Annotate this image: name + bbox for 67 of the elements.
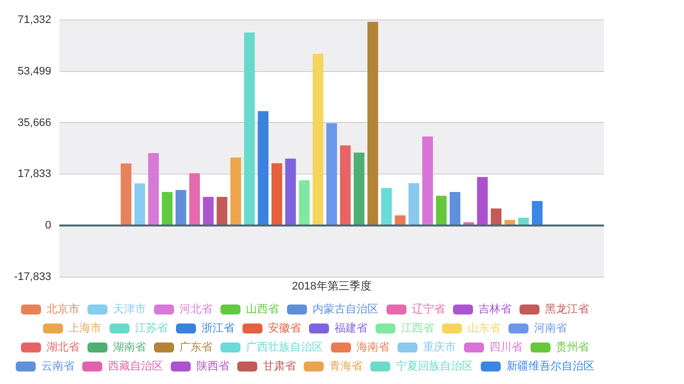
legend-label: 上海市	[68, 321, 102, 334]
bar	[202, 196, 214, 225]
bar	[381, 188, 392, 225]
legend-label: 河南省	[534, 321, 567, 334]
legend-label: 重庆市	[423, 340, 456, 354]
bar	[408, 183, 420, 225]
bar	[490, 208, 502, 225]
legend-label: 河北省	[180, 302, 212, 316]
legend-label: 北京市	[46, 302, 80, 316]
legend-label: 吉林省	[478, 302, 512, 316]
bar	[244, 32, 255, 225]
legend-label: 四川省	[490, 340, 522, 354]
legend-label: 江苏省	[135, 321, 168, 334]
legend-label: 天津市	[113, 302, 146, 316]
legend-label: 甘肃省	[262, 359, 296, 372]
bar	[120, 164, 132, 225]
y-tick-label: 35,666	[18, 116, 52, 129]
bar	[367, 22, 378, 225]
bar	[340, 145, 351, 225]
legend-label: 海南省	[356, 340, 390, 354]
bar	[450, 192, 460, 225]
legend-label: 广西壮族自治区	[246, 340, 323, 354]
legend-label: 广东省	[180, 340, 212, 354]
bar	[354, 152, 364, 225]
bar	[148, 153, 159, 225]
bar	[176, 190, 186, 225]
y-tick-label: 17,833	[18, 168, 52, 180]
x-tick-label: 2018年第三季度	[292, 279, 372, 292]
bar	[518, 218, 529, 225]
legend-label: 西藏自治区	[108, 359, 163, 372]
bar	[422, 136, 433, 225]
legend-label: 黑龙江省	[545, 302, 589, 316]
bar	[189, 173, 200, 225]
bar	[394, 215, 406, 225]
bar	[230, 157, 242, 225]
bar	[326, 123, 337, 225]
y-tick-label: 71,332	[18, 14, 52, 26]
bar	[216, 196, 228, 225]
legend-label: 陕西省	[196, 359, 230, 372]
legend-label: 辽宁省	[412, 302, 445, 316]
legend-label: 湖南省	[113, 340, 146, 354]
bar	[162, 192, 173, 225]
bar	[134, 183, 146, 225]
legend-label: 福建省	[334, 321, 368, 334]
bar	[298, 180, 310, 225]
legend-label: 江西省	[401, 321, 434, 334]
bar	[312, 54, 324, 225]
legend-label: 山东省	[468, 321, 500, 334]
bar	[271, 163, 282, 225]
legend-label: 云南省	[41, 359, 74, 372]
bar	[477, 177, 488, 225]
bar	[532, 200, 543, 225]
y-tick-label: 0	[45, 219, 52, 232]
legend-label: 贵州省	[556, 340, 589, 354]
legend-label: 安徽省	[268, 321, 301, 334]
legend-label: 新疆维吾尔自治区	[506, 359, 594, 372]
bar	[436, 196, 447, 225]
legend-label: 内蒙古自治区	[312, 302, 378, 316]
legend-label: 湖北省	[46, 340, 80, 354]
y-tick-label: -17,833	[14, 270, 52, 283]
legend-label: 浙江省	[202, 321, 234, 334]
bar	[285, 158, 296, 225]
legend-label: 宁夏回族自治区	[396, 359, 473, 372]
legend-label: 山西省	[246, 302, 279, 316]
legend-label: 青海省	[329, 359, 362, 372]
y-tick-label: 53,499	[18, 65, 52, 78]
bar	[258, 111, 268, 225]
